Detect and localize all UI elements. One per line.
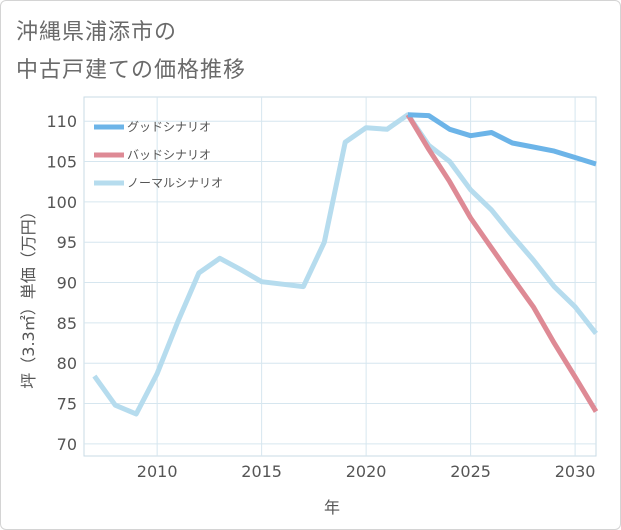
x-tick-label-2020: 2020 [346,462,387,481]
x-tick-label-2015: 2015 [241,462,282,481]
legend-label-0: グッドシナリオ [127,120,211,134]
x-axis-ticks: 2010 2015 2020 2025 2030 [137,462,596,481]
y-tick-label-70: 70 [57,435,77,454]
y-tick-label-80: 80 [57,354,77,373]
series-line-0 [407,112,597,167]
series-lines [92,112,599,417]
y-axis-ticks: 70 75 80 85 90 95 100 105 110 [46,112,77,454]
chart-title-line2: 中古戸建ての価格推移 [16,58,247,83]
chart-title-line1: 沖縄県浦添市の [16,20,178,45]
x-tick-label-2030: 2030 [555,462,596,481]
series-line-2 [92,112,598,417]
y-tick-label-85: 85 [57,314,77,333]
y-axis-title: 坪（3.3㎡）単価（万円） [19,203,38,388]
y-tick-label-75: 75 [57,395,77,414]
y-tick-label-110: 110 [46,112,77,131]
chart-title: 沖縄県浦添市の 中古戸建ての価格推移 [16,14,246,90]
x-axis-title: 年 [324,498,340,517]
legend-label-2: ノーマルシナリオ [127,176,223,190]
legend-label-1: バッドシナリオ [127,148,211,162]
y-tick-label-105: 105 [46,153,77,172]
y-tick-label-90: 90 [57,274,77,293]
series-line-1 [405,113,599,413]
y-tick-label-95: 95 [57,233,77,252]
grid-lines [84,97,596,456]
x-tick-label-2025: 2025 [450,462,491,481]
y-tick-label-100: 100 [46,193,77,212]
x-tick-label-2010: 2010 [137,462,178,481]
